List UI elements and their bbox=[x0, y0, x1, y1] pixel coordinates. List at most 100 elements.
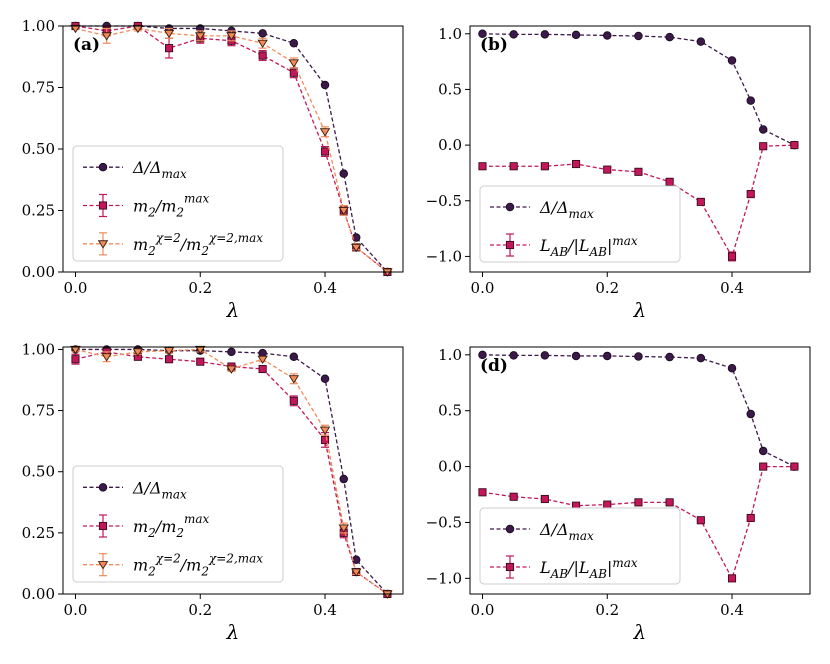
data-point bbox=[258, 51, 267, 60]
data-point bbox=[509, 30, 518, 39]
plot-frame bbox=[469, 25, 811, 273]
legend: Δ/Δmax m2/m2max m2χ=2/m2χ=2,max bbox=[72, 465, 284, 583]
legend-box bbox=[72, 145, 284, 262]
data-point bbox=[571, 351, 581, 361]
y-tick-label: 0.00 bbox=[22, 263, 55, 281]
x-tick-label: 0.0 bbox=[471, 279, 495, 297]
data-point bbox=[540, 494, 549, 504]
y-tick-label: 0.25 bbox=[22, 524, 55, 542]
data-point bbox=[478, 350, 487, 360]
data-point bbox=[350, 243, 362, 253]
series-1 bbox=[478, 29, 799, 150]
y-tick-label: 1.0 bbox=[438, 25, 462, 43]
y-tick-label: −1.0 bbox=[426, 247, 462, 265]
series-line bbox=[75, 348, 388, 595]
data-point bbox=[509, 492, 518, 501]
x-tick-label: 0.2 bbox=[188, 601, 212, 619]
legend: Δ/Δmax LAB/|LAB|max bbox=[479, 185, 681, 263]
panel-label: (b) bbox=[480, 35, 508, 55]
legend-item-2: LAB/|LAB|max bbox=[490, 555, 638, 581]
y-tick-label: 0.5 bbox=[438, 80, 462, 98]
legend-marker bbox=[505, 202, 515, 212]
x-axis-label: λ bbox=[633, 298, 647, 322]
data-point bbox=[509, 351, 518, 360]
legend-item-3: m2χ=2/m2χ=2,max bbox=[83, 552, 263, 579]
legend-item-3: m2χ=2/m2χ=2,max bbox=[83, 231, 263, 258]
legend-item-2: m2/m2max bbox=[83, 512, 210, 540]
data-point bbox=[540, 30, 550, 39]
data-point bbox=[288, 375, 300, 384]
data-point bbox=[258, 29, 267, 38]
data-point bbox=[478, 488, 487, 497]
y-tick-label: 1.00 bbox=[22, 17, 55, 35]
y-tick-label: 0.00 bbox=[22, 585, 55, 603]
data-point bbox=[70, 24, 81, 34]
data-point bbox=[338, 524, 349, 533]
data-point bbox=[727, 252, 737, 261]
data-point bbox=[132, 24, 144, 34]
legend-marker bbox=[98, 201, 108, 210]
data-point bbox=[288, 59, 300, 68]
y-tick-label: 0.75 bbox=[22, 402, 55, 420]
series-3 bbox=[70, 24, 393, 277]
x-tick-label: 0.2 bbox=[595, 601, 619, 619]
data-point bbox=[696, 516, 705, 525]
chart-panel-4: 0.0 0.2 0.4 −1.0 −0.5 0.0 0.5 1.0 λ (d) Δ/Δmax LAB/… bbox=[426, 346, 811, 644]
data-point bbox=[603, 500, 612, 509]
legend-marker bbox=[505, 562, 515, 572]
data-point bbox=[257, 39, 268, 49]
legend-label: LAB/|LAB|max bbox=[539, 556, 638, 581]
y-tick-label: 1.00 bbox=[22, 340, 55, 358]
data-point bbox=[602, 351, 612, 361]
y-tick-label: 0.0 bbox=[438, 136, 462, 154]
legend-label: m2/m2max bbox=[133, 512, 210, 540]
legend-item-1: Δ/Δmax bbox=[490, 520, 594, 543]
legend-marker bbox=[98, 521, 108, 531]
x-tick-label: 0.4 bbox=[313, 279, 337, 297]
data-point bbox=[163, 29, 175, 39]
chart-panel-3: 0.0 0.2 0.4 0.00 0.25 0.50 0.75 1.00 λ Δ/Δmax m2/m… bbox=[22, 340, 404, 644]
series-line bbox=[482, 144, 795, 259]
data-point bbox=[634, 498, 643, 507]
legend-marker bbox=[98, 162, 108, 172]
data-point bbox=[132, 348, 144, 357]
legend-box bbox=[72, 465, 284, 583]
legend-item-2: LAB/|LAB|max bbox=[490, 233, 638, 259]
data-point bbox=[70, 345, 81, 355]
x-axis-label: λ bbox=[226, 620, 240, 644]
x-tick-label: 0.4 bbox=[720, 279, 744, 297]
y-tick-label: 0.0 bbox=[438, 458, 462, 476]
data-point bbox=[195, 345, 206, 355]
legend-marker bbox=[97, 561, 109, 570]
series-line bbox=[75, 25, 388, 273]
data-point bbox=[665, 498, 674, 507]
y-tick-label: 0.25 bbox=[22, 202, 55, 220]
plot-frame bbox=[62, 25, 404, 273]
data-point bbox=[257, 355, 268, 365]
data-point bbox=[746, 96, 755, 105]
data-point bbox=[727, 574, 737, 583]
series-line bbox=[75, 348, 388, 595]
y-tick-label: 1.0 bbox=[438, 346, 462, 364]
data-point bbox=[790, 462, 799, 471]
legend-label: m2χ=2/m2χ=2,max bbox=[133, 552, 263, 579]
series-line bbox=[75, 25, 388, 273]
y-tick-label: −1.0 bbox=[426, 569, 462, 587]
x-axis-label: λ bbox=[226, 298, 240, 322]
data-point bbox=[320, 80, 330, 90]
series-line bbox=[482, 33, 795, 146]
x-tick-label: 0.2 bbox=[595, 279, 619, 297]
data-point bbox=[602, 31, 612, 40]
data-point bbox=[746, 409, 755, 419]
data-point bbox=[196, 357, 205, 366]
data-point bbox=[319, 426, 331, 435]
data-point bbox=[634, 167, 643, 176]
chart-panel-1: 0.0 0.2 0.4 0.00 0.25 0.50 0.75 1.00 λ (a) Δ/Δmax m… bbox=[22, 17, 404, 322]
data-point bbox=[540, 162, 549, 171]
legend-item-1: Δ/Δmax bbox=[83, 478, 187, 501]
series-line bbox=[482, 354, 795, 468]
data-point bbox=[101, 32, 112, 41]
series-line bbox=[482, 465, 795, 581]
data-point bbox=[696, 37, 706, 46]
